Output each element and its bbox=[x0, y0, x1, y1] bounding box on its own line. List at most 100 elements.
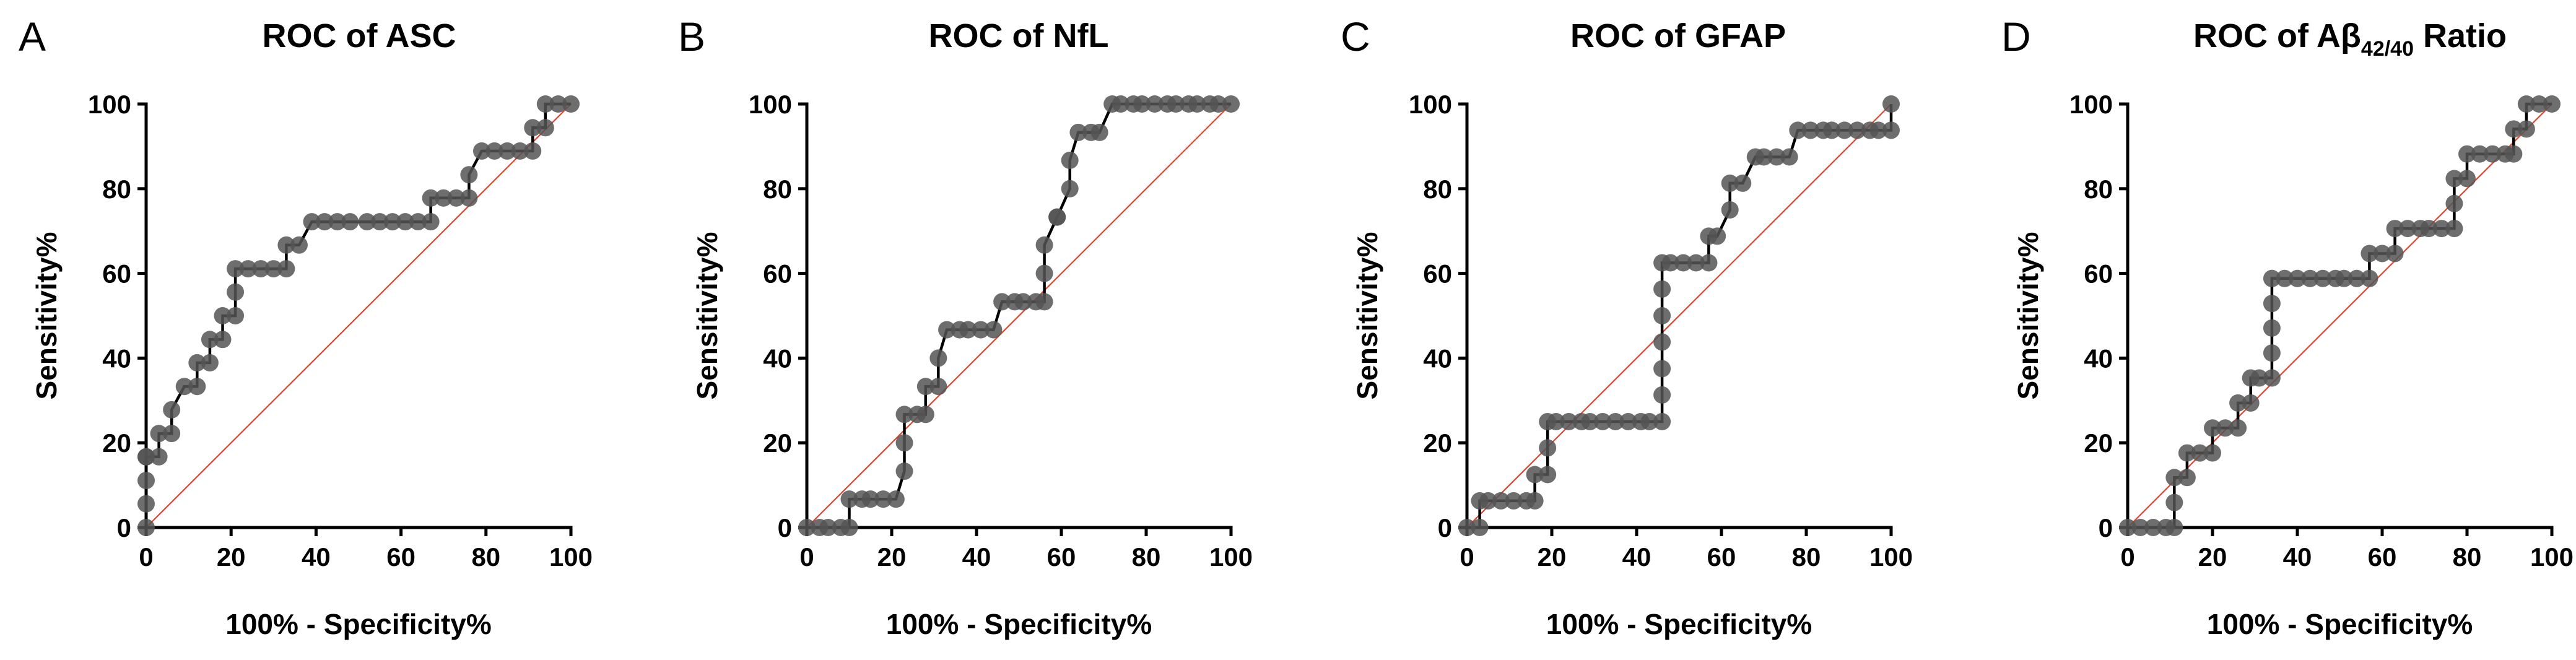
roc-point bbox=[536, 95, 554, 113]
roc-point bbox=[993, 293, 1011, 311]
roc-point bbox=[422, 189, 440, 207]
roc-point bbox=[1188, 95, 1206, 113]
roc-point bbox=[2445, 220, 2463, 238]
roc-point bbox=[2361, 269, 2378, 287]
roc-point bbox=[2471, 145, 2489, 163]
panel-letter: B bbox=[678, 14, 705, 59]
roc-point bbox=[2178, 444, 2196, 462]
roc-point bbox=[1146, 95, 1164, 113]
roc-point bbox=[435, 189, 453, 207]
roc-point bbox=[2263, 319, 2281, 337]
roc-point bbox=[798, 519, 816, 536]
y-tick-label: 0 bbox=[2099, 513, 2113, 542]
x-tick-label: 0 bbox=[799, 542, 814, 571]
roc-point bbox=[840, 490, 858, 508]
roc-point bbox=[371, 213, 389, 231]
y-tick-label: 100 bbox=[2069, 90, 2113, 119]
roc-point bbox=[2517, 120, 2535, 138]
x-tick-label: 80 bbox=[2453, 542, 2482, 571]
roc-point bbox=[201, 331, 219, 349]
roc-point bbox=[277, 236, 295, 254]
roc-point bbox=[290, 236, 308, 254]
y-axis-title: Sensitivity% bbox=[691, 232, 723, 400]
roc-point bbox=[929, 378, 947, 396]
roc-point bbox=[2399, 220, 2417, 238]
roc-point bbox=[227, 307, 245, 324]
roc-point bbox=[1133, 95, 1151, 113]
x-tick-label: 20 bbox=[2198, 542, 2227, 571]
roc-point bbox=[2530, 95, 2548, 113]
roc-point bbox=[1801, 121, 1819, 139]
roc-point bbox=[985, 321, 1003, 339]
roc-point bbox=[1823, 121, 1841, 139]
roc-point bbox=[1674, 254, 1692, 272]
roc-point bbox=[549, 95, 567, 113]
roc-point bbox=[938, 321, 956, 339]
roc-point bbox=[1222, 95, 1240, 113]
roc-point bbox=[201, 354, 219, 371]
panel-letter: A bbox=[19, 14, 46, 59]
y-tick-label: 0 bbox=[1438, 513, 1452, 542]
roc-point bbox=[163, 401, 181, 419]
x-tick-label: 20 bbox=[1538, 542, 1567, 571]
roc-point bbox=[1687, 254, 1705, 272]
roc-point bbox=[2263, 344, 2281, 362]
roc-point bbox=[150, 425, 168, 443]
roc-point bbox=[895, 406, 913, 423]
reference-diagonal-line bbox=[1466, 103, 1892, 528]
reference-diagonal-line bbox=[2127, 103, 2552, 528]
roc-point bbox=[1539, 439, 1557, 457]
roc-point bbox=[1539, 466, 1557, 484]
roc-point bbox=[1167, 95, 1185, 113]
roc-point bbox=[2543, 95, 2561, 113]
roc-point bbox=[1708, 227, 1726, 245]
y-tick-label: 20 bbox=[2084, 428, 2113, 458]
roc-point bbox=[1526, 492, 1544, 510]
x-tick-label: 20 bbox=[217, 542, 246, 571]
roc-point bbox=[1789, 121, 1807, 139]
roc-point bbox=[536, 119, 554, 137]
roc-point bbox=[1090, 123, 1108, 141]
roc-point bbox=[1458, 519, 1476, 536]
x-tick-label: 100 bbox=[2530, 542, 2574, 571]
roc-point bbox=[1547, 413, 1565, 430]
roc-point bbox=[2348, 269, 2365, 287]
roc-point bbox=[1768, 148, 1786, 166]
chart-title-main: ROC of ASC bbox=[263, 17, 456, 54]
roc-point bbox=[1112, 95, 1129, 113]
y-axis-title: Sensitivity% bbox=[1351, 232, 1383, 400]
roc-point bbox=[252, 260, 270, 278]
roc-point bbox=[2335, 269, 2353, 287]
x-axis-title: 100% - Specificity% bbox=[886, 608, 1152, 640]
x-tick-label: 100 bbox=[549, 542, 593, 571]
roc-point bbox=[2445, 194, 2463, 212]
roc-point bbox=[498, 142, 516, 160]
roc-point bbox=[277, 260, 295, 278]
roc-point bbox=[2432, 220, 2450, 238]
roc-point bbox=[1869, 121, 1887, 139]
roc-point bbox=[2301, 269, 2319, 287]
roc-point bbox=[422, 213, 440, 231]
roc-point bbox=[1721, 174, 1739, 192]
roc-point bbox=[840, 519, 858, 536]
roc-point bbox=[1653, 307, 1671, 324]
roc-point bbox=[1653, 333, 1671, 351]
x-tick-label: 60 bbox=[1047, 542, 1076, 571]
roc-point bbox=[1594, 413, 1612, 430]
roc-point bbox=[1581, 413, 1599, 430]
roc-point bbox=[1653, 413, 1671, 430]
y-tick-label: 40 bbox=[102, 344, 131, 373]
roc-point bbox=[1848, 121, 1866, 139]
panel-c: C ROC of GFAP 0 20 40 60 80 100 0 20 40 60 80 100 100%… bbox=[1341, 14, 1913, 640]
roc-point bbox=[1061, 151, 1079, 169]
roc-point bbox=[1035, 293, 1053, 311]
roc-point bbox=[972, 321, 990, 339]
roc-point bbox=[1048, 208, 1066, 226]
x-tick-label: 0 bbox=[139, 542, 153, 571]
x-tick-label: 100 bbox=[1869, 542, 1913, 571]
x-tick-label: 60 bbox=[1707, 542, 1736, 571]
roc-point bbox=[2263, 295, 2281, 313]
roc-point bbox=[1755, 148, 1773, 166]
x-tick-label: 20 bbox=[877, 542, 907, 571]
y-tick-label: 80 bbox=[102, 175, 131, 204]
